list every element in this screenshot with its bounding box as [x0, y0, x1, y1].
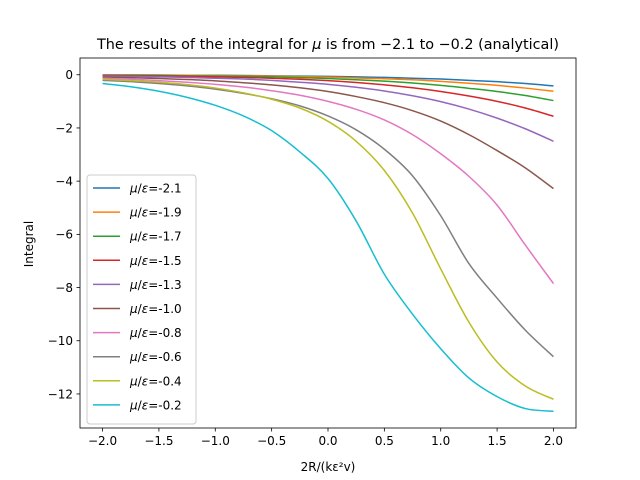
legend-entry: μ/ε=-0.6 [129, 350, 182, 364]
x-axis: −2.0 −1.5 −1.0 −0.5 0.0 0.5 1.0 1.5 2.0 [88, 428, 563, 448]
legend-entry: μ/ε=-1.0 [129, 302, 182, 316]
legend-entry: μ/ε=-0.2 [129, 398, 182, 412]
x-tick-label: 1.5 [488, 434, 507, 448]
y-tick-label: −8 [55, 281, 73, 295]
y-tick-label: −4 [55, 174, 73, 188]
series-line-9 [102, 82, 554, 412]
series-line-5 [102, 76, 554, 190]
y-tick-label: 0 [65, 68, 73, 82]
legend-entry: μ/ε=-1.5 [129, 254, 182, 268]
x-tick-label: 1.0 [431, 434, 450, 448]
legend-entry: μ/ε=-1.3 [129, 278, 182, 292]
y-tick-label: −12 [48, 387, 73, 401]
legend: μ/ε=-2.1 μ/ε=-1.9 μ/ε=-1.7 μ/ε=-1.5 μ/ε=-1.3… [86, 174, 197, 425]
y-axis: 0 −2 −4 −6 −8 −10 −12 [48, 68, 80, 401]
x-tick-label: −0.5 [257, 434, 286, 448]
chart-title: The results of the integral for μ is fro… [96, 37, 559, 53]
x-tick-label: 2.0 [544, 434, 563, 448]
legend-entry: μ/ε=-0.8 [129, 326, 182, 340]
x-tick-label: −1.5 [144, 434, 173, 448]
plot-area [102, 74, 555, 412]
x-tick-label: −1.0 [201, 434, 230, 448]
legend-entry: μ/ε=-0.4 [129, 374, 182, 388]
x-axis-label: 2R/(kε²v) [301, 460, 356, 474]
series-line-7 [102, 79, 554, 358]
y-tick-label: −10 [48, 334, 73, 348]
x-tick-label: −2.0 [88, 434, 117, 448]
x-tick-label: 0.0 [318, 434, 337, 448]
series-line-8 [102, 78, 554, 400]
x-tick-label: 0.5 [375, 434, 394, 448]
y-axis-label: Integral [22, 221, 36, 267]
legend-box [86, 174, 197, 425]
series-line-4 [102, 75, 554, 142]
y-tick-label: −6 [55, 228, 73, 242]
legend-entry: μ/ε=-1.9 [129, 206, 182, 220]
series-line-6 [102, 77, 555, 285]
series-line-3 [102, 74, 554, 117]
y-tick-label: −2 [55, 121, 73, 135]
legend-entry: μ/ε=-2.1 [129, 182, 182, 196]
legend-entry: μ/ε=-1.7 [129, 230, 182, 244]
